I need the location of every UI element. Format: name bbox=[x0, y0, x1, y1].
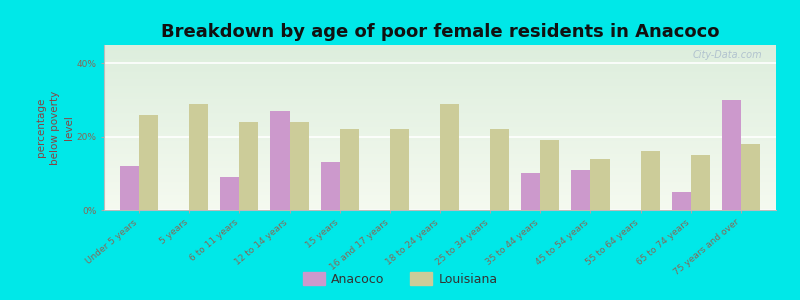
Bar bbox=[120, 166, 139, 210]
Legend: Anacoco, Louisiana: Anacoco, Louisiana bbox=[298, 267, 502, 291]
Bar bbox=[139, 115, 158, 210]
Bar bbox=[440, 104, 459, 210]
Bar bbox=[340, 129, 358, 210]
Bar bbox=[239, 122, 258, 210]
Bar bbox=[722, 100, 741, 210]
Bar bbox=[690, 155, 710, 210]
Bar bbox=[270, 111, 290, 210]
Bar bbox=[321, 162, 340, 210]
Bar bbox=[490, 129, 510, 210]
Bar bbox=[641, 151, 660, 210]
Bar bbox=[190, 104, 208, 210]
Bar bbox=[522, 173, 540, 210]
Bar bbox=[290, 122, 309, 210]
Text: City-Data.com: City-Data.com bbox=[693, 50, 762, 60]
Bar bbox=[540, 140, 559, 210]
Bar bbox=[741, 144, 760, 210]
Bar bbox=[220, 177, 239, 210]
Y-axis label: percentage
below poverty
level: percentage below poverty level bbox=[35, 90, 74, 165]
Bar bbox=[571, 170, 590, 210]
Bar bbox=[390, 129, 409, 210]
Title: Breakdown by age of poor female residents in Anacoco: Breakdown by age of poor female resident… bbox=[161, 23, 719, 41]
Bar bbox=[672, 192, 690, 210]
Bar bbox=[590, 159, 610, 210]
